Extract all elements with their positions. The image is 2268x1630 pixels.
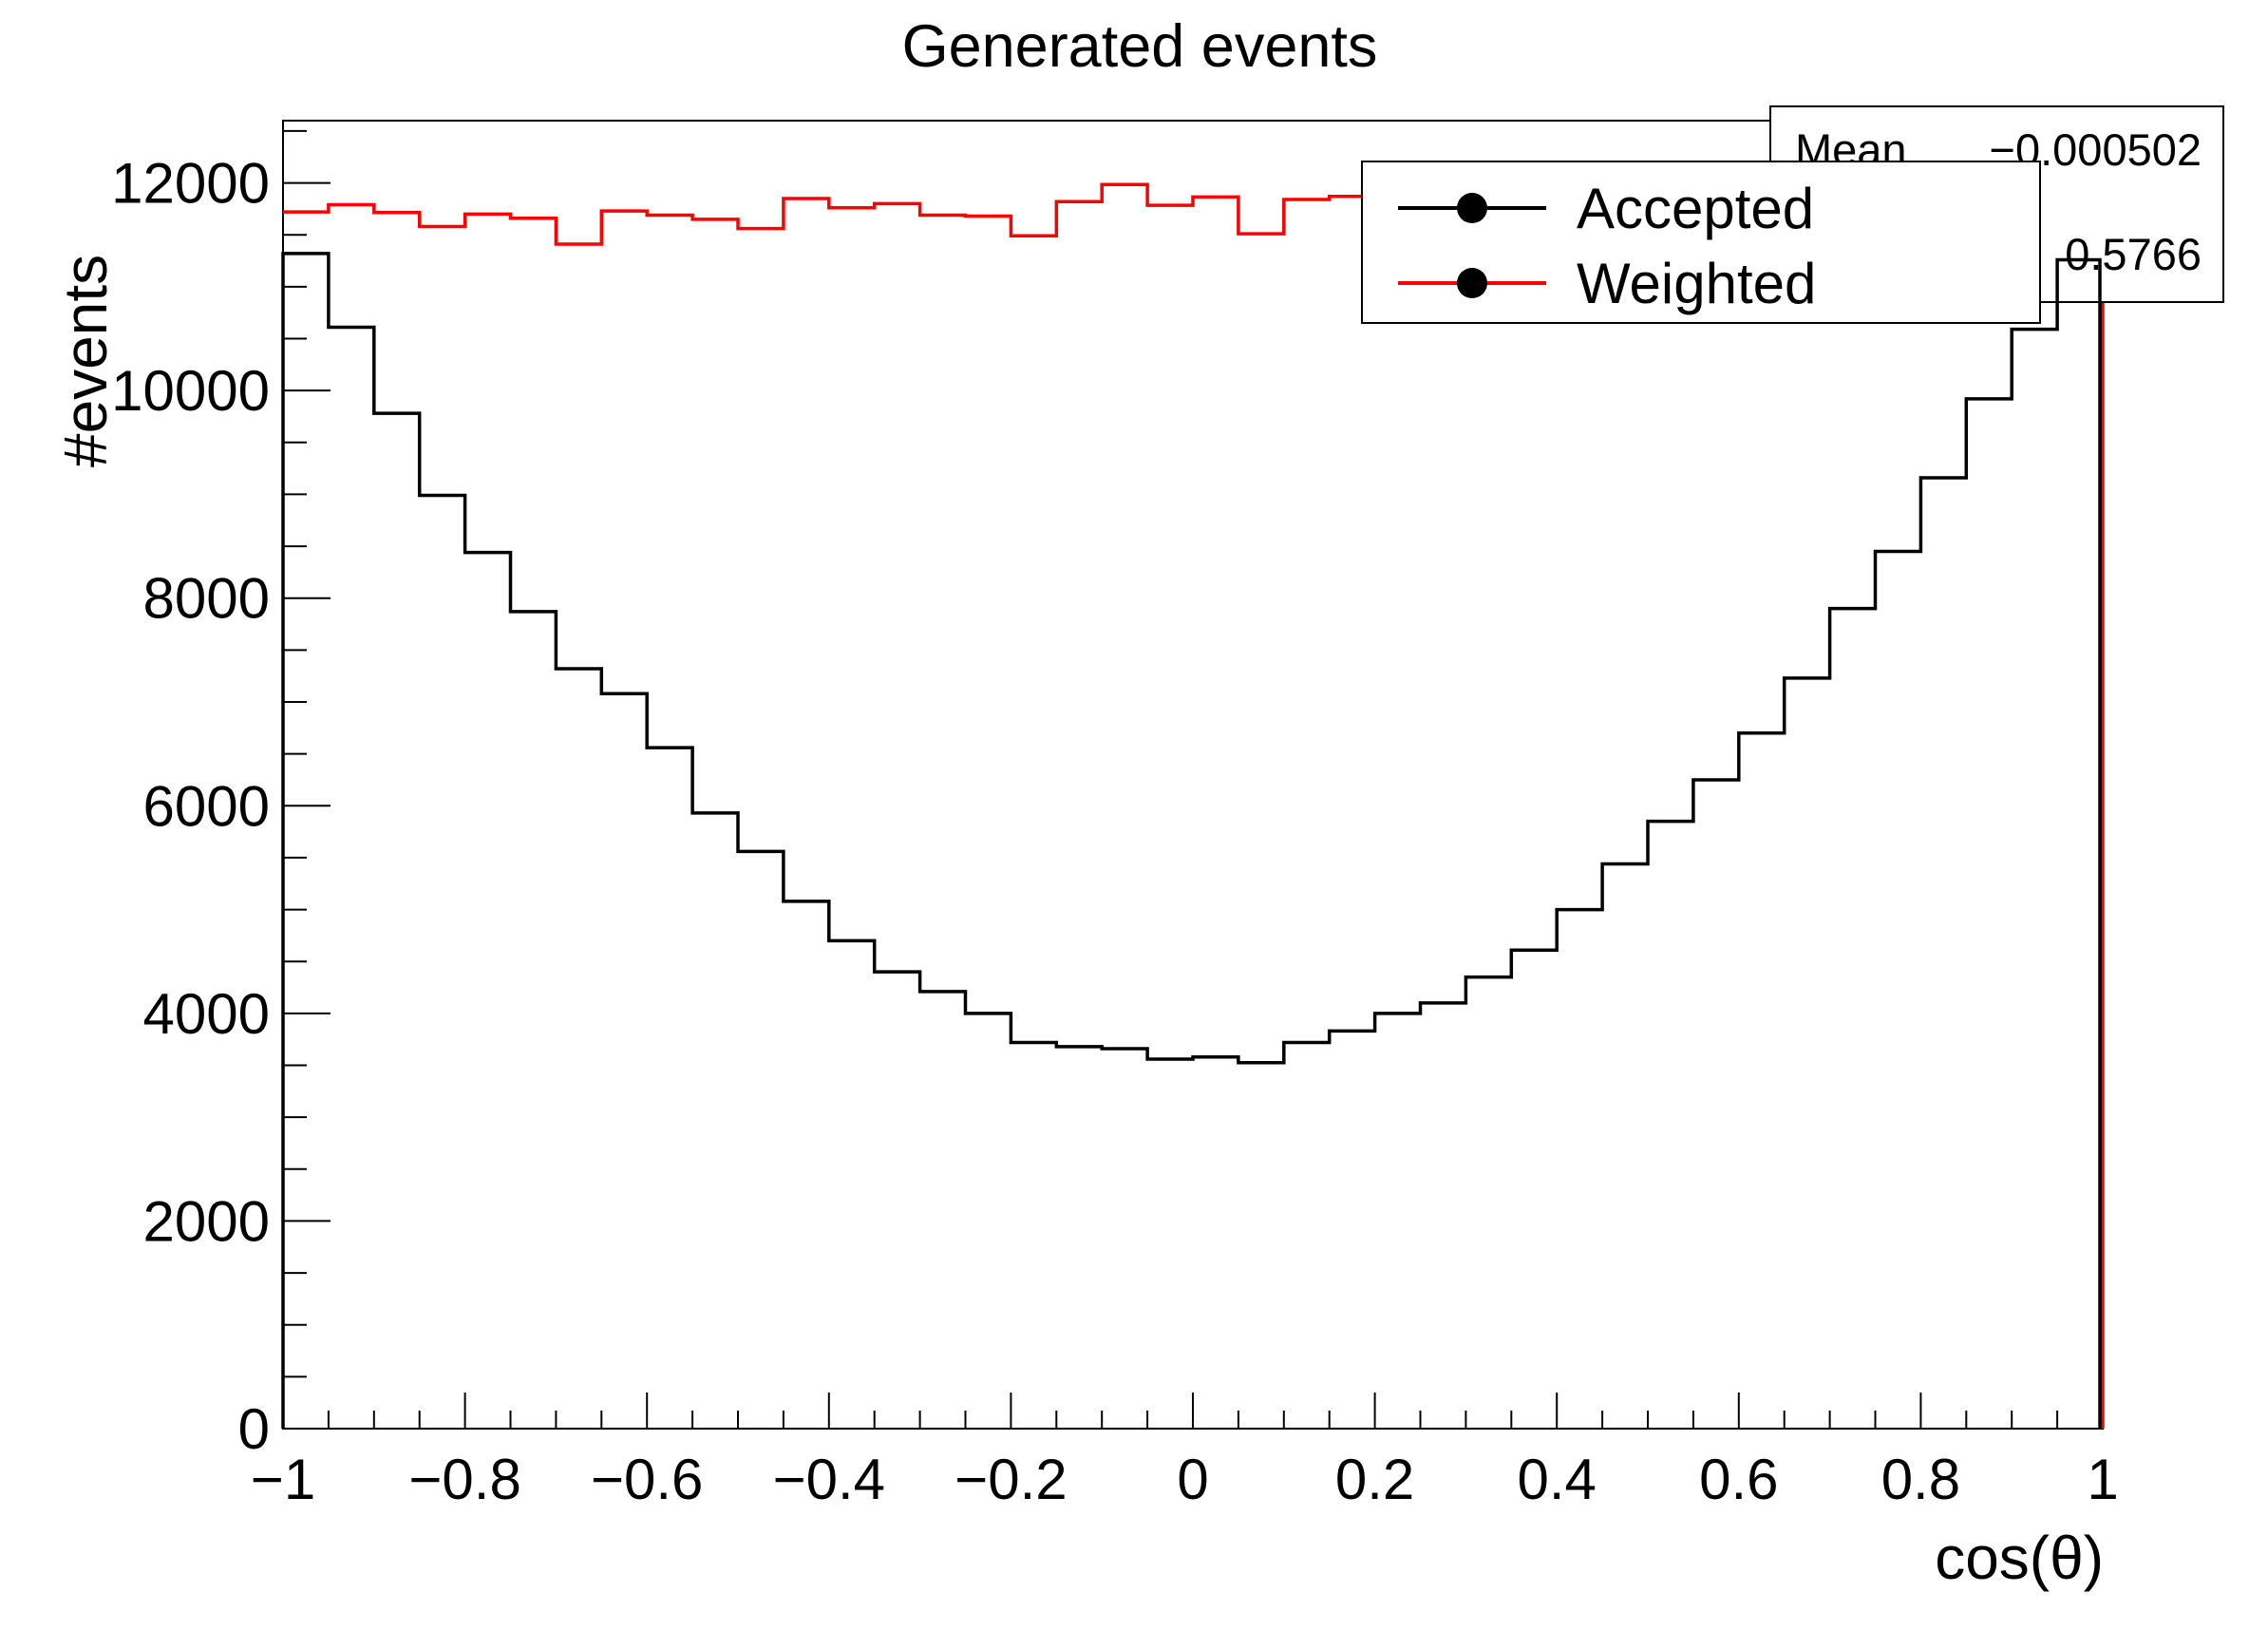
legend: Accepted Weighted (1361, 161, 2041, 324)
y-axis-ticks (283, 129, 331, 1430)
chart-title: Generated events (902, 13, 1378, 80)
y-tick-label: 12000 (111, 152, 270, 216)
x-tick-label: 1 (2087, 1448, 2118, 1511)
y-tick-label: 0 (238, 1397, 270, 1461)
x-tick-label: 0.4 (1517, 1448, 1596, 1511)
stats-stddev-value: 0.5766 (2065, 229, 2202, 279)
x-tick-label: −0.4 (773, 1448, 885, 1511)
y-tick-label: 2000 (143, 1189, 270, 1253)
x-tick-label: −0.6 (591, 1448, 703, 1511)
x-tick-label: 0.2 (1335, 1448, 1414, 1511)
x-axis-title: cos(θ) (1935, 1524, 2104, 1592)
legend-weighted-marker-icon (1457, 268, 1487, 298)
y-tick-label: 8000 (143, 567, 270, 631)
y-axis-title: #events (51, 255, 120, 467)
x-tick-label: −0.2 (954, 1448, 1067, 1511)
y-axis-tick-labels: 0 2000 4000 6000 8000 10000 12000 (111, 152, 270, 1461)
legend-accepted-marker-icon (1457, 193, 1487, 223)
y-tick-label: 6000 (143, 774, 270, 838)
legend-weighted-label: Weighted (1577, 252, 1816, 315)
weighted-histogram-line (283, 182, 2105, 1429)
x-tick-label: −0.8 (408, 1448, 520, 1511)
y-tick-label: 4000 (143, 982, 270, 1046)
x-tick-label: 0.6 (1699, 1448, 1778, 1511)
legend-accepted-label: Accepted (1577, 177, 1814, 240)
y-tick-label: 10000 (111, 359, 270, 423)
x-tick-label: 0 (1177, 1448, 1208, 1511)
x-tick-label: −1 (251, 1448, 315, 1511)
x-tick-label: 0.8 (1881, 1448, 1960, 1511)
accepted-histogram-line (281, 252, 2102, 1429)
x-axis-tick-labels: −1 −0.8 −0.6 −0.4 −0.2 0 0.2 0.4 0.6 0.8 1 (251, 1448, 2119, 1511)
x-axis-ticks (282, 1393, 2104, 1429)
